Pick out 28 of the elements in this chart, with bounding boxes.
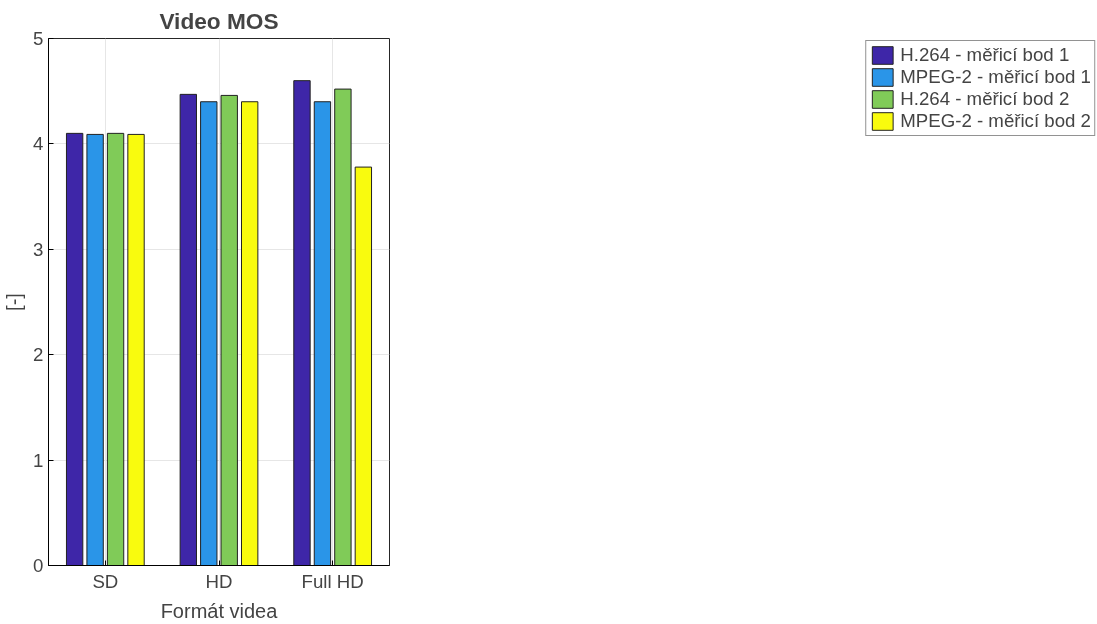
legend-label: MPEG-2 - měřicí bod 1 (900, 66, 1091, 88)
x-tick-label: Full HD (301, 570, 364, 592)
y-tick-label: 0 (33, 555, 44, 576)
legend-label: MPEG-2 - měřicí bod 2 (900, 110, 1091, 132)
y-tick-label: 2 (33, 344, 44, 366)
y-tick-label: 5 (33, 28, 44, 49)
y-tick-label: 1 (33, 449, 44, 471)
bar (334, 88, 352, 566)
bar (127, 133, 145, 566)
bar (354, 166, 373, 566)
bar (200, 101, 218, 566)
bar (179, 93, 197, 566)
bar (86, 133, 104, 566)
y-tick-label: 3 (33, 238, 44, 260)
bar (313, 101, 332, 566)
bar (293, 80, 311, 566)
legend-label: H.264 - měřicí bod 1 (900, 44, 1070, 66)
bar (241, 101, 259, 566)
bar (65, 132, 84, 566)
y-axis-title: [-] (3, 293, 26, 311)
y-tick-label: 4 (33, 133, 44, 155)
x-tick-label: HD (205, 570, 233, 592)
legend-label: H.264 - měřicí bod 2 (900, 88, 1070, 110)
bar (106, 132, 125, 566)
chart-title: Video MOS (159, 7, 279, 34)
x-axis-title: Formát videa (160, 599, 279, 622)
bar (220, 94, 238, 566)
x-tick-label: SD (92, 570, 119, 592)
